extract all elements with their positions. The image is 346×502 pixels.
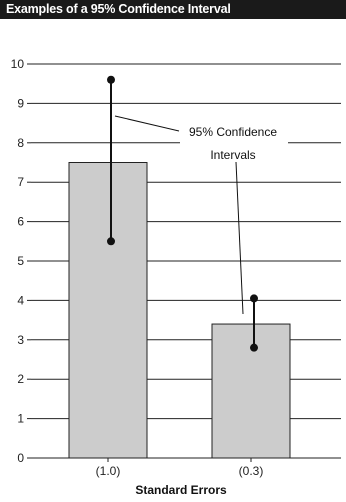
x-axis-title: Standard Errors	[135, 483, 227, 497]
x-tick-label: (1.0)	[96, 464, 121, 478]
interval-high-point	[107, 76, 115, 84]
annotation-line-1: 95% Confidence	[189, 125, 277, 139]
y-tick-label: 8	[17, 136, 24, 150]
y-tick-label: 4	[17, 293, 24, 307]
y-tick-label: 3	[17, 333, 24, 347]
y-tick-label: 1	[17, 412, 24, 426]
y-tick-label: 5	[17, 254, 24, 268]
bar	[212, 324, 290, 458]
x-tick-label: (0.3)	[239, 464, 264, 478]
annotation-leader-left	[115, 116, 179, 131]
y-tick-label: 9	[17, 96, 24, 110]
bar	[69, 163, 147, 459]
interval-low-point	[250, 344, 258, 352]
y-tick-label: 0	[17, 451, 24, 465]
y-tick-label: 7	[17, 175, 24, 189]
interval-high-point	[250, 294, 258, 302]
y-tick-label: 6	[17, 215, 24, 229]
annotation-line-2: Intervals	[210, 148, 255, 162]
y-tick-label: 2	[17, 372, 24, 386]
annotation-leader-right	[236, 162, 243, 314]
y-tick-label: 10	[11, 57, 25, 71]
interval-low-point	[107, 237, 115, 245]
